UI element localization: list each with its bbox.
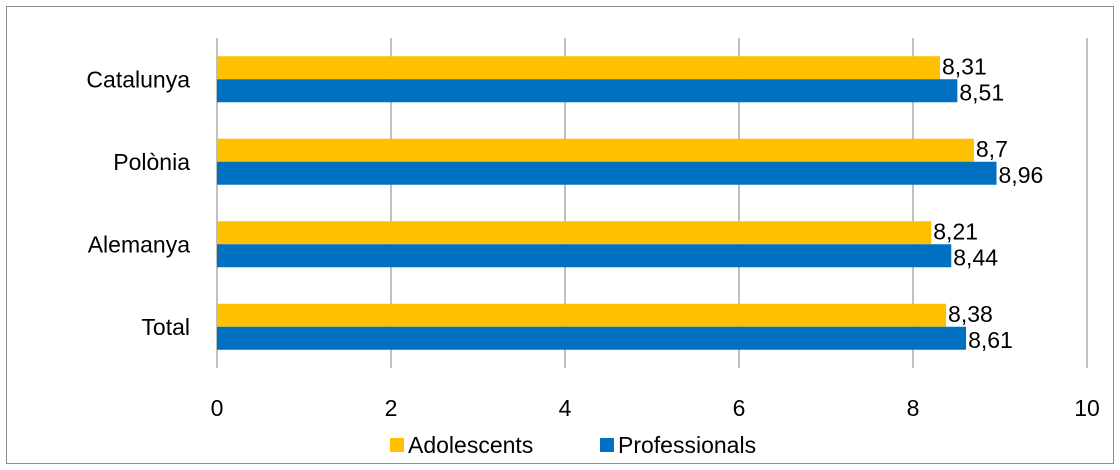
category-label: Polònia	[113, 149, 190, 175]
bars	[217, 56, 997, 350]
data-label: 8,44	[953, 244, 998, 270]
legend-label-adolescents: Adolescents	[408, 432, 533, 458]
x-tick-label: 0	[211, 395, 224, 421]
legend-label-professionals: Professionals	[618, 432, 756, 458]
bar-professionals	[217, 326, 967, 350]
data-label: 8,31	[942, 53, 987, 79]
x-tick-label: 8	[907, 395, 920, 421]
x-tick-label: 2	[385, 395, 398, 421]
data-label: 8,7	[976, 136, 1008, 162]
tick-labels: 0 2 4 6 8 10	[211, 395, 1100, 421]
bar-professionals	[217, 79, 958, 103]
legend: Adolescents Professionals	[390, 432, 756, 458]
bar-professionals	[217, 244, 952, 268]
x-tick-label: 4	[559, 395, 572, 421]
bar-adolescents	[217, 221, 932, 245]
legend-swatch-professionals	[600, 438, 614, 452]
bar-professionals	[217, 161, 997, 185]
x-tick-label: 6	[733, 395, 746, 421]
data-label: 8,96	[999, 162, 1044, 188]
category-label: Catalunya	[86, 66, 190, 92]
data-label: 8,21	[933, 218, 978, 244]
x-tick-label: 10	[1074, 395, 1100, 421]
bar-adolescents	[217, 303, 947, 327]
data-labels: 8,318,51 8,78,96 8,218,44 8,388,61	[933, 53, 1043, 353]
category-labels: Catalunya Polònia Alemanya Total	[86, 66, 190, 340]
legend-swatch-adolescents	[390, 438, 404, 452]
category-label: Total	[141, 314, 190, 340]
data-label: 8,51	[959, 79, 1004, 105]
data-label: 8,61	[968, 327, 1013, 353]
bar-adolescents	[217, 56, 940, 80]
data-label: 8,38	[948, 301, 993, 327]
bar-adolescents	[217, 138, 974, 162]
category-label: Alemanya	[88, 231, 190, 257]
